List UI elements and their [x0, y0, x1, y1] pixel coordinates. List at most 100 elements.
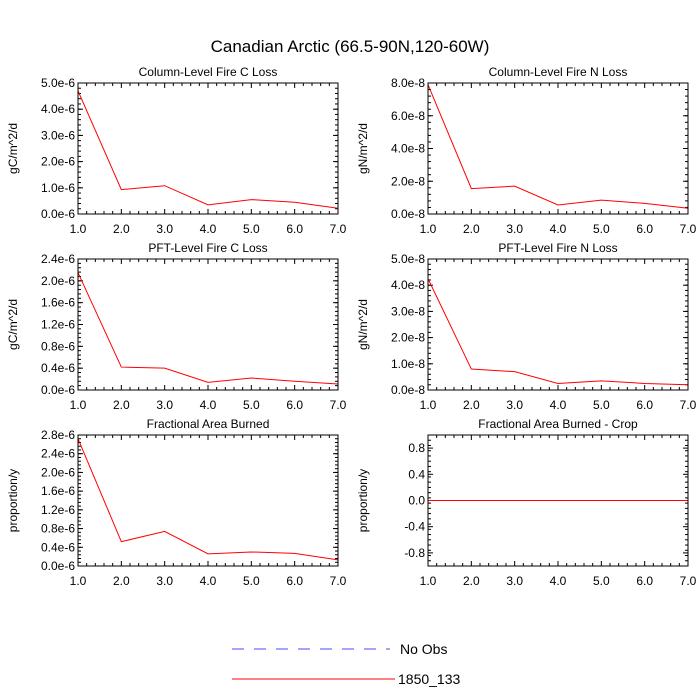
plot-frame: [77, 434, 339, 567]
x-tick-label: 3.0: [156, 222, 173, 236]
y-tick-label: 1.0e-6: [41, 181, 75, 195]
panel-title: Column-Level Fire N Loss: [489, 65, 628, 79]
y-tick-label: 2.0e-8: [391, 331, 425, 345]
x-tick-label: 2.0: [463, 222, 480, 236]
panel-title: Fractional Area Burned: [147, 417, 270, 431]
y-axis-label: gN/m^2/d: [356, 123, 370, 174]
x-tick-label: 7.0: [330, 222, 347, 236]
x-tick-label: 1.0: [420, 398, 437, 412]
x-tick-label: 6.0: [636, 222, 653, 236]
x-tick-label: 2.0: [463, 574, 480, 588]
y-tick-label: 3.0e-6: [41, 128, 75, 142]
x-tick-label: 2.0: [463, 398, 480, 412]
y-tick-label: 4.0e-8: [391, 142, 425, 156]
y-tick-label: 2.4e-6: [41, 447, 75, 461]
y-tick-label: 0.0: [408, 494, 425, 508]
x-tick-label: 3.0: [506, 398, 523, 412]
panel-title: Column-Level Fire C Loss: [139, 65, 278, 79]
y-tick-label: 2.4e-6: [41, 252, 75, 266]
x-tick-label: 4.0: [550, 398, 567, 412]
figure-title: Canadian Arctic (66.5-90N,120-60W): [211, 37, 490, 56]
y-axis-label: proportion/y: [356, 469, 370, 532]
panel-title: PFT-Level Fire C Loss: [148, 241, 267, 255]
legend-label-no-obs: No Obs: [400, 641, 447, 657]
x-tick-label: 6.0: [286, 574, 303, 588]
x-tick-label: 1.0: [70, 574, 87, 588]
x-tick-label: 6.0: [636, 398, 653, 412]
y-tick-label: 0.8e-6: [41, 339, 75, 353]
x-tick-label: 5.0: [593, 398, 610, 412]
panel-4: PFT-Level Fire N Loss gN/m^2/d 1.0 2.0 3.0 4.…: [356, 241, 697, 412]
plot-frame: [427, 434, 689, 567]
plot-frame: [427, 258, 689, 391]
x-tick-label: 7.0: [680, 398, 697, 412]
y-tick-label: 1.0e-8: [391, 357, 425, 371]
y-tick-label: -0.8: [404, 546, 425, 560]
y-tick-label: 0.0e-6: [41, 559, 75, 573]
x-tick-label: 7.0: [680, 222, 697, 236]
x-tick-label: 3.0: [506, 222, 523, 236]
series-line-1850_133: [427, 278, 689, 386]
x-tick-label: 3.0: [506, 574, 523, 588]
series-line-1850_133: [77, 272, 339, 385]
x-tick-label: 7.0: [680, 574, 697, 588]
y-axis-label: proportion/y: [6, 469, 20, 532]
y-axis-label: gC/m^2/d: [6, 123, 20, 174]
series-line-1850_133: [77, 90, 339, 209]
y-tick-label: 1.6e-6: [41, 296, 75, 310]
x-tick-label: 6.0: [286, 222, 303, 236]
y-tick-label: 0.4e-6: [41, 540, 75, 554]
y-tick-label: 0.8: [408, 441, 425, 455]
series-line-1850_133: [427, 84, 689, 209]
panel-2: Column-Level Fire N Loss gN/m^2/d 1.0 2.0 3.…: [356, 65, 697, 236]
x-tick-label: 1.0: [70, 398, 87, 412]
x-tick-label: 4.0: [550, 574, 567, 588]
y-tick-label: 5.0e-8: [391, 252, 425, 266]
y-tick-label: 2.0e-8: [391, 174, 425, 188]
y-tick-label: 0.0e-8: [391, 383, 425, 397]
y-tick-label: -0.4: [404, 520, 425, 534]
y-axis-label: gC/m^2/d: [6, 299, 20, 350]
plot-frame: [77, 258, 339, 391]
y-tick-label: 0.0e-8: [391, 207, 425, 221]
y-tick-label: 0.0e-6: [41, 207, 75, 221]
panel-title: PFT-Level Fire N Loss: [498, 241, 617, 255]
x-tick-label: 5.0: [243, 398, 260, 412]
x-tick-label: 5.0: [593, 222, 610, 236]
legend-label-1850-133: 1850_133: [398, 671, 461, 687]
panel-5: Fractional Area Burned proportion/y 1.0 2.0…: [6, 417, 347, 588]
legend: No Obs 1850_133: [232, 641, 461, 687]
panels-group: Column-Level Fire C Loss gC/m^2/d 1.0 2.0 3.…: [6, 65, 697, 588]
x-tick-label: 2.0: [113, 398, 130, 412]
x-tick-label: 2.0: [113, 222, 130, 236]
y-tick-label: 4.0e-6: [41, 102, 75, 116]
y-tick-label: 0.8e-6: [41, 522, 75, 536]
x-tick-label: 1.0: [420, 222, 437, 236]
x-tick-label: 4.0: [550, 222, 567, 236]
x-tick-label: 1.0: [420, 574, 437, 588]
x-tick-label: 4.0: [200, 398, 217, 412]
y-tick-label: 1.6e-6: [41, 484, 75, 498]
x-tick-label: 4.0: [200, 222, 217, 236]
x-tick-label: 4.0: [200, 574, 217, 588]
panel-1: Column-Level Fire C Loss gC/m^2/d 1.0 2.0 3.…: [6, 65, 347, 236]
series-line-1850_133: [77, 438, 339, 561]
x-tick-label: 6.0: [286, 398, 303, 412]
x-tick-label: 2.0: [113, 574, 130, 588]
y-tick-label: 2.0e-6: [41, 465, 75, 479]
plot-frame: [427, 82, 689, 215]
x-tick-label: 3.0: [156, 574, 173, 588]
x-tick-label: 1.0: [70, 222, 87, 236]
panel-3: PFT-Level Fire C Loss gC/m^2/d 1.0 2.0 3.0 4.…: [6, 241, 347, 412]
y-tick-label: 0.4: [408, 467, 425, 481]
plot-frame: [77, 82, 339, 215]
y-tick-label: 2.8e-6: [41, 428, 75, 442]
y-tick-label: 5.0e-6: [41, 76, 75, 90]
y-tick-label: 8.0e-8: [391, 76, 425, 90]
x-tick-label: 3.0: [156, 398, 173, 412]
panel-6: Fractional Area Burned - Crop proportion/…: [356, 417, 697, 588]
y-tick-label: 0.4e-6: [41, 361, 75, 375]
x-tick-label: 5.0: [243, 222, 260, 236]
y-tick-label: 4.0e-8: [391, 278, 425, 292]
